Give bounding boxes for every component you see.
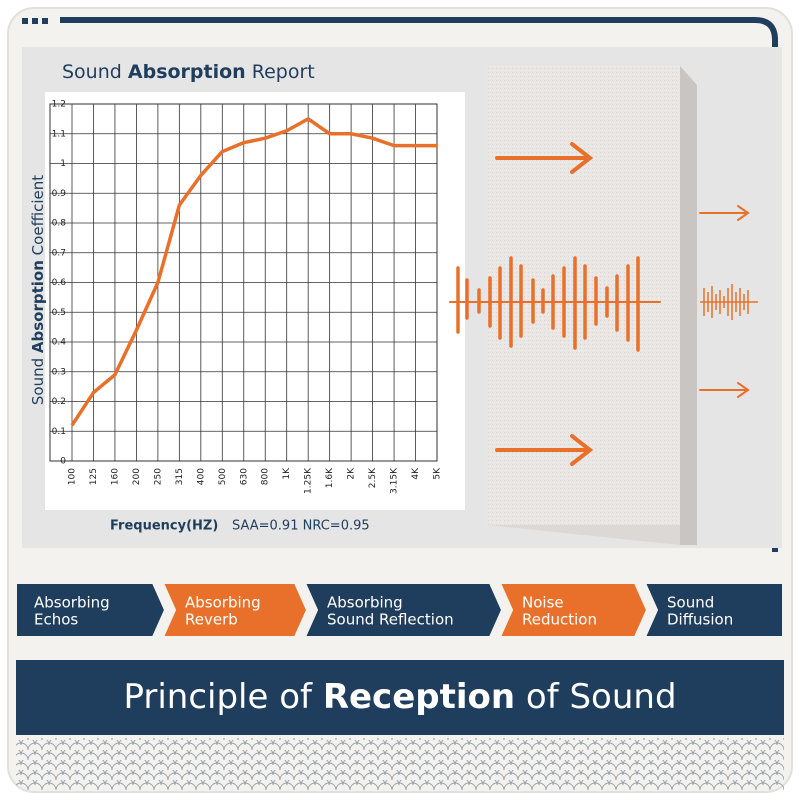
x-tick-label: 1.6K xyxy=(325,467,335,488)
banner xyxy=(16,660,784,735)
x-tick-label: 3.15K xyxy=(390,467,400,494)
y-tick-label: 0.4 xyxy=(52,338,67,348)
y-tick-label: 0.2 xyxy=(52,397,66,407)
chart-title-part: Absorption xyxy=(128,61,246,83)
x-tick-label: 2.5K xyxy=(368,467,378,488)
x-tick-label: 500 xyxy=(218,468,228,485)
y-tick-label: 0.7 xyxy=(52,248,66,258)
x-tick-label: 5K xyxy=(433,467,443,480)
tab-label: Absorbing xyxy=(327,594,403,612)
tab-label: Absorbing xyxy=(185,594,261,612)
tab-label: Reverb xyxy=(185,611,238,629)
tab-label: Diffusion xyxy=(667,611,733,629)
x-tick-label: 1K xyxy=(282,467,292,480)
y-tick-label: 0.8 xyxy=(52,219,67,229)
banner-part: of Sound xyxy=(526,677,677,717)
y-axis-label: Sound Absorption Coefficient xyxy=(29,175,47,405)
x-axis-label: Frequency(HZ) xyxy=(110,519,218,534)
x-tick-label: 200 xyxy=(132,468,142,485)
x-tick-label: 800 xyxy=(261,468,271,485)
tab-label: Echos xyxy=(34,611,78,629)
x-tick-label: 400 xyxy=(196,468,206,485)
tab-label: Sound Reflection xyxy=(327,611,454,629)
y-tick-label: 1.1 xyxy=(52,129,66,139)
acoustic-panel xyxy=(487,66,697,545)
y-axis-label-part: Coefficient xyxy=(29,175,47,256)
banner-title: Principle of Reception of Sound xyxy=(123,677,676,717)
tab-label: Absorbing xyxy=(34,594,110,612)
tab xyxy=(498,582,649,638)
small-wave xyxy=(700,284,758,320)
dot xyxy=(22,18,28,24)
tab xyxy=(15,582,167,638)
dot xyxy=(32,18,38,24)
x-tick-label: 630 xyxy=(239,468,249,485)
chart-note: SAA=0.91 NRC=0.95 xyxy=(232,519,370,534)
tab-label: Sound xyxy=(667,594,714,612)
x-tick-label: 100 xyxy=(68,468,78,485)
x-tick-label: 315 xyxy=(175,468,185,485)
dot xyxy=(42,18,48,24)
chart-title: Sound Absorption Report xyxy=(62,61,315,83)
x-tick-label: 4K xyxy=(411,467,421,480)
x-tick-label: 160 xyxy=(110,468,120,485)
y-tick-label: 0.5 xyxy=(52,308,66,318)
y-tick-label: 0.3 xyxy=(52,367,66,377)
x-tick-label: 1.25K xyxy=(304,467,314,494)
chart-area xyxy=(45,92,465,510)
chart-title-part: Sound xyxy=(62,61,122,83)
y-axis-label-part: Sound xyxy=(29,358,47,405)
frame-accent xyxy=(60,17,778,552)
y-tick-label: 0 xyxy=(60,457,66,467)
tab xyxy=(643,582,784,638)
tab xyxy=(161,582,309,638)
y-tick-label: 0.6 xyxy=(52,278,67,288)
y-tick-label: 1.2 xyxy=(52,100,66,110)
x-tick-label: 2K xyxy=(347,467,357,480)
y-tick-label: 0.1 xyxy=(52,427,66,437)
tab-label: Reduction xyxy=(522,611,597,629)
tab xyxy=(303,582,504,638)
chart-title-part: Report xyxy=(252,61,315,83)
y-tick-label: 1 xyxy=(60,159,66,169)
banner-part: Reception xyxy=(323,677,515,717)
x-tick-label: 250 xyxy=(153,468,163,485)
tab-label: Noise xyxy=(522,594,564,612)
data-line xyxy=(70,117,437,427)
x-tick-label: 125 xyxy=(89,468,99,485)
pattern xyxy=(16,738,784,790)
y-axis-label-part: Absorption xyxy=(29,260,47,353)
banner-part: Principle of xyxy=(123,677,313,717)
arrows xyxy=(495,142,750,466)
y-tick-label: 0.9 xyxy=(52,189,67,199)
sound-wave xyxy=(449,256,661,352)
